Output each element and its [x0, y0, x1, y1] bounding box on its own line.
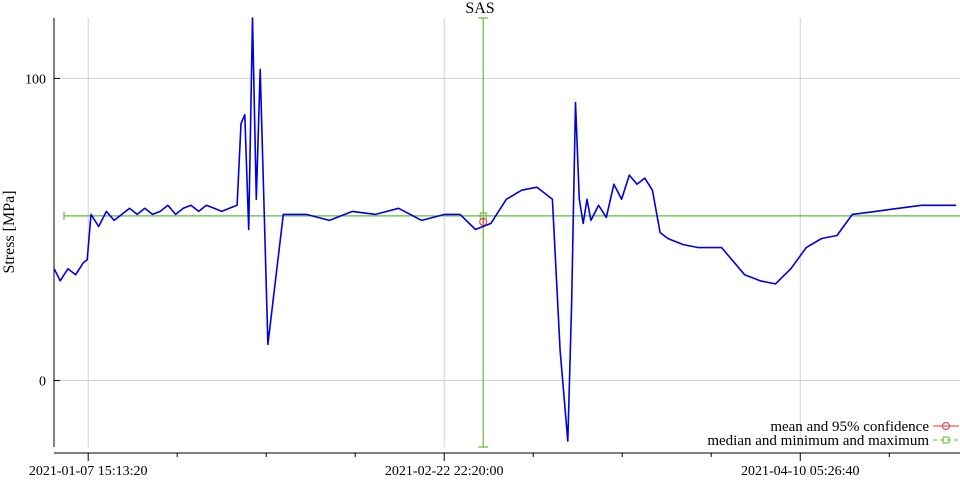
legend-marker-median	[942, 436, 950, 444]
chart-title: SAS	[465, 0, 494, 17]
legend: mean and 95% confidence median and minim…	[707, 419, 959, 449]
x-tick-label: 2021-02-22 22:20:00	[385, 464, 504, 479]
mean-marker	[479, 217, 488, 226]
ticks: 0 100 2021-01-07 15:13:20 2021-02-22 22:20:…	[25, 72, 890, 479]
y-tick-label: 0	[39, 375, 46, 390]
stress-series-line	[53, 17, 957, 442]
legend-label-median: median and minimum and maximum	[707, 433, 929, 449]
x-tick-label: 2021-01-07 15:13:20	[29, 464, 148, 479]
grid	[54, 18, 960, 447]
y-axis-label: Stress [MPa]	[1, 190, 18, 273]
series	[53, 17, 957, 442]
median-range	[63, 17, 960, 448]
legend-label-mean: mean and 95% confidence	[770, 419, 929, 435]
mean-confidence	[479, 217, 488, 226]
y-tick-label: 100	[25, 72, 46, 87]
x-tick-label: 2021-04-10 05:26:40	[741, 464, 860, 479]
legend-marker-mean	[942, 422, 950, 430]
axes	[53, 18, 960, 454]
